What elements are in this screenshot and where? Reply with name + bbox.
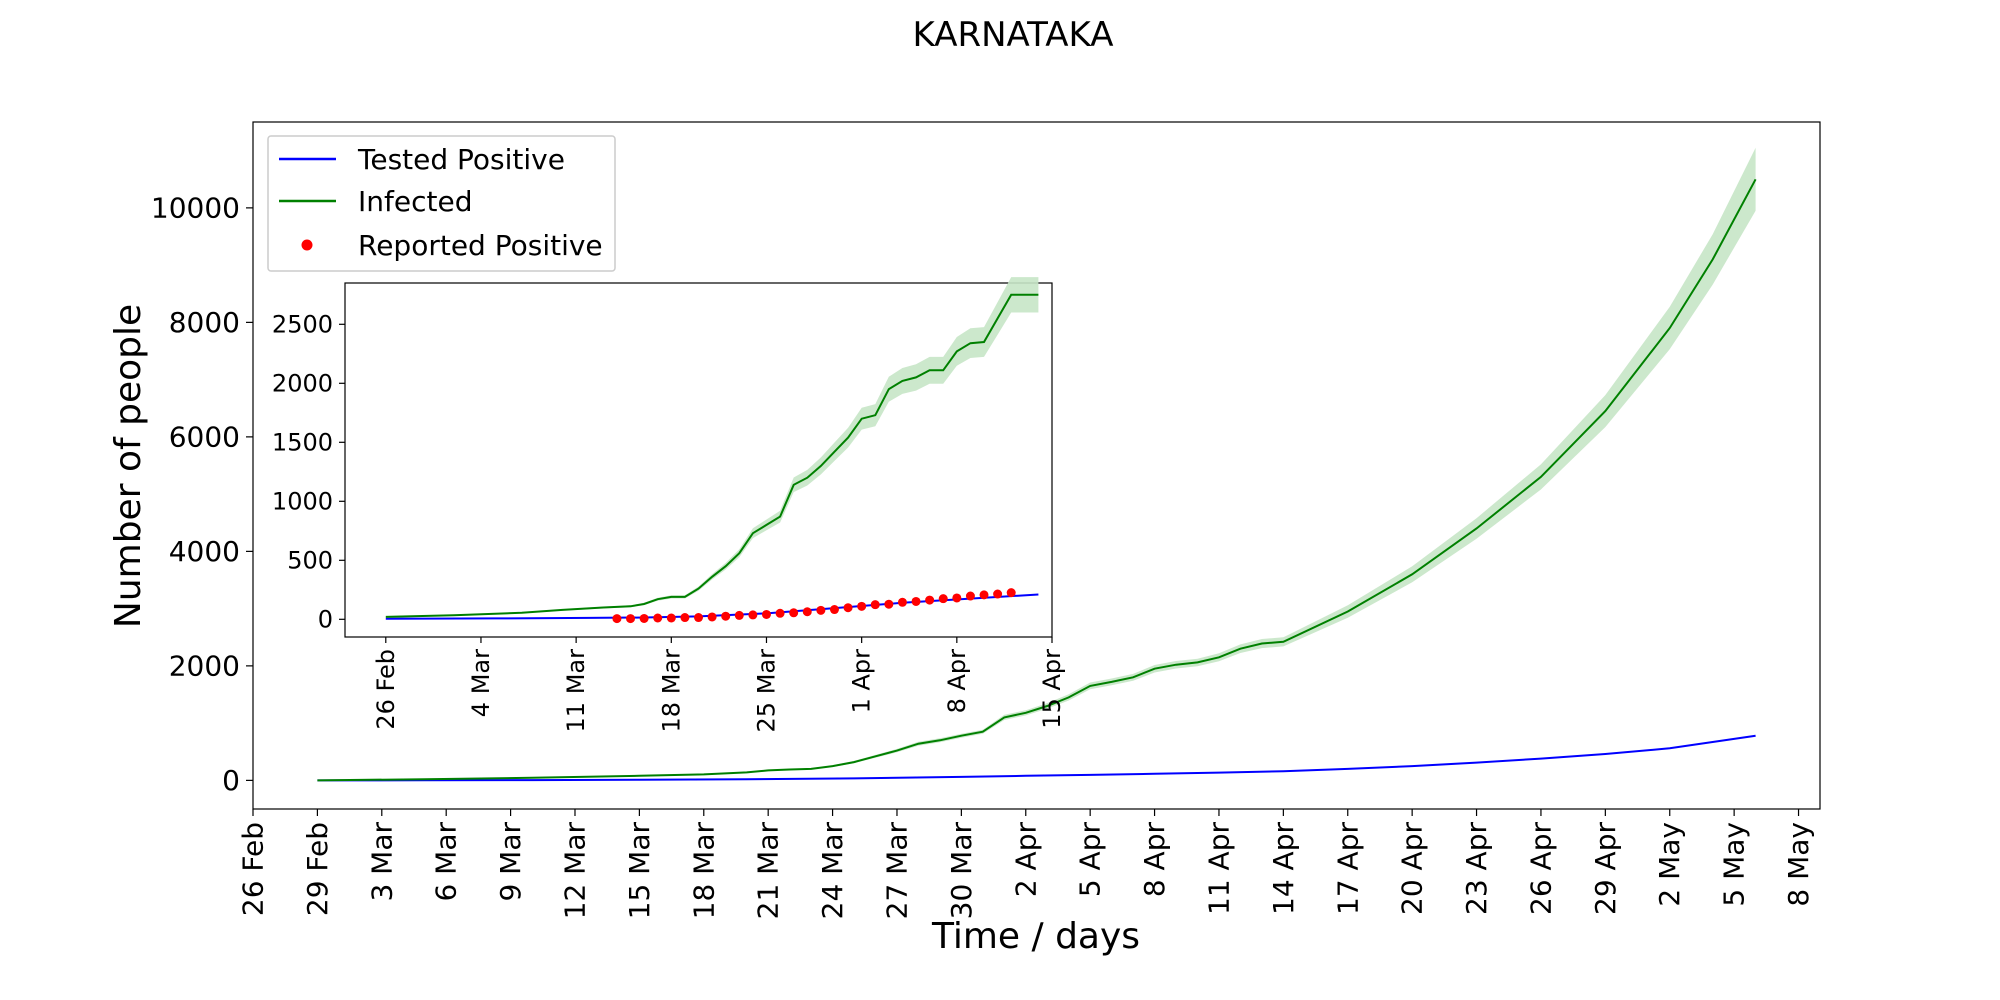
- y-tick-label: 2500: [272, 310, 333, 338]
- legend: Tested Positive Infected Reported Positi…: [267, 135, 616, 272]
- series-reported-positive-point: [626, 614, 636, 624]
- x-tick-label: 17 Apr: [1331, 822, 1364, 915]
- series-reported-positive-point: [612, 614, 622, 624]
- series-reported-positive-point: [857, 601, 867, 611]
- x-tick-label: 26 Feb: [372, 649, 400, 730]
- series-infected-line: [317, 178, 1757, 782]
- x-tick-label: 27 Mar: [880, 822, 913, 920]
- y-tick-label: 1000: [272, 487, 333, 515]
- series-reported-positive-point: [761, 609, 771, 619]
- series-reported-positive-point: [829, 605, 839, 615]
- x-tick-label: 24 Mar: [816, 822, 849, 920]
- main-plot-frame: [252, 121, 1821, 810]
- x-tick-label: 6 Mar: [430, 822, 463, 902]
- x-tick-label: 12 Mar: [558, 822, 591, 920]
- x-tick-label: 8 Apr: [1138, 822, 1171, 898]
- x-tick-label: 25 Mar: [752, 649, 780, 733]
- series-reported-positive-point: [680, 613, 690, 623]
- y-tick-label: 2000: [169, 649, 240, 682]
- x-tick-label: 2 May: [1653, 822, 1686, 907]
- x-tick-label: 9 Mar: [494, 822, 527, 902]
- legend-swatch-reported-positive: [301, 239, 313, 251]
- x-tick-label: 30 Mar: [945, 822, 978, 920]
- y-tick-label: 2000: [272, 369, 333, 397]
- series-reported-positive-point: [911, 596, 921, 606]
- main-series-group: [317, 147, 1757, 782]
- series-reported-positive-point: [938, 594, 948, 604]
- inset-x-tick-group: 26 Feb 4 Mar 11 Mar 18 Mar 25 Mar 1 Apr 8 Apr 1…: [372, 637, 1066, 732]
- y-tick-label: 4000: [169, 535, 240, 568]
- inset-series-group: [385, 277, 1039, 624]
- series-reported-positive-point: [870, 600, 880, 610]
- series-reported-positive-point: [639, 613, 649, 623]
- series-reported-positive-point: [1006, 588, 1016, 598]
- x-axis-label: Time / days: [931, 916, 1140, 957]
- inset-plot: 0 500 1000 1500 2000 2500 26 Feb 4 Mar 11 Mar 18…: [272, 277, 1066, 732]
- x-tick-label: 1 Apr: [848, 649, 876, 714]
- series-reported-positive-point: [897, 597, 907, 607]
- series-reported-positive-point: [653, 613, 663, 623]
- x-tick-label: 29 Feb: [301, 822, 334, 916]
- legend-label-tested-positive: Tested Positive: [357, 143, 565, 176]
- x-tick-label: 29 Apr: [1589, 822, 1622, 915]
- series-reported-positive-point: [721, 611, 731, 621]
- y-tick-label: 8000: [169, 306, 240, 339]
- series-reported-positive-point: [816, 605, 826, 615]
- x-tick-label: 23 Apr: [1460, 822, 1493, 915]
- series-reported-positive-point: [952, 593, 962, 603]
- series-reported-positive-point: [775, 608, 785, 618]
- series-reported-positive-point: [694, 613, 703, 623]
- x-tick-label: 26 Feb: [237, 822, 270, 916]
- legend-label-infected: Infected: [358, 185, 472, 218]
- x-tick-label: 3 Mar: [365, 822, 398, 902]
- x-tick-label: 20 Apr: [1396, 822, 1429, 915]
- y-axis-label: Number of people: [108, 304, 149, 628]
- series-reported-positive-point: [666, 613, 676, 623]
- y-tick-label: 1500: [272, 428, 333, 456]
- series-reported-positive-point: [979, 590, 989, 600]
- x-tick-label: 4 Mar: [467, 649, 495, 717]
- x-tick-label: 14 Apr: [1267, 822, 1300, 915]
- legend-label-reported-positive: Reported Positive: [358, 229, 603, 262]
- x-tick-label: 18 Mar: [687, 822, 720, 920]
- y-tick-label: 6000: [169, 420, 240, 453]
- x-tick-label: 11 Apr: [1202, 822, 1235, 915]
- y-tick-label: 0: [222, 764, 240, 797]
- series-tested-positive-line: [317, 734, 1756, 782]
- x-tick-label: 2 Apr: [1009, 822, 1042, 898]
- series-reported-positive-point: [748, 610, 758, 620]
- inset-y-tick-group: 0 500 1000 1500 2000 2500: [272, 310, 345, 633]
- series-reported-positive-point: [925, 595, 935, 605]
- series-tested-positive-line: [385, 593, 1039, 620]
- x-tick-label: 5 May: [1718, 822, 1751, 907]
- chart-title: KARNATAKA: [913, 15, 1114, 55]
- x-tick-label: 26 Apr: [1524, 822, 1557, 915]
- series-reported-positive-point: [734, 610, 744, 620]
- series-reported-positive-point: [802, 607, 812, 617]
- inset-plot-frame: [344, 282, 1053, 638]
- x-tick-group: 26 Feb 29 Feb 3 Mar 6 Mar 9 Mar 12 Mar 15 Mar 1…: [237, 809, 1815, 920]
- y-tick-label: 0: [318, 605, 333, 633]
- x-tick-label: 8 May: [1782, 822, 1815, 907]
- legend-frame: [267, 135, 616, 272]
- x-tick-label: 21 Mar: [752, 822, 785, 920]
- y-tick-label: 500: [287, 546, 333, 574]
- series-reported-positive-point: [707, 612, 717, 622]
- x-tick-label: 11 Mar: [562, 649, 590, 733]
- series-reported-positive-point: [884, 599, 894, 609]
- x-tick-label: 8 Apr: [943, 649, 971, 714]
- series-reported-positive-point: [843, 603, 853, 613]
- series-reported-positive-point: [965, 591, 975, 601]
- x-tick-label: 15 Apr: [1038, 649, 1066, 729]
- y-tick-label: 10000: [151, 191, 240, 224]
- series-reported-positive-point: [993, 589, 1003, 599]
- series-infected-line: [385, 293, 1039, 618]
- y-tick-group: 0 2000 4000 6000 8000 10000: [151, 191, 253, 797]
- x-tick-label: 5 Apr: [1074, 822, 1107, 898]
- x-tick-label: 18 Mar: [657, 649, 685, 733]
- series-reported-positive-point: [789, 608, 799, 618]
- x-tick-label: 15 Mar: [623, 822, 656, 920]
